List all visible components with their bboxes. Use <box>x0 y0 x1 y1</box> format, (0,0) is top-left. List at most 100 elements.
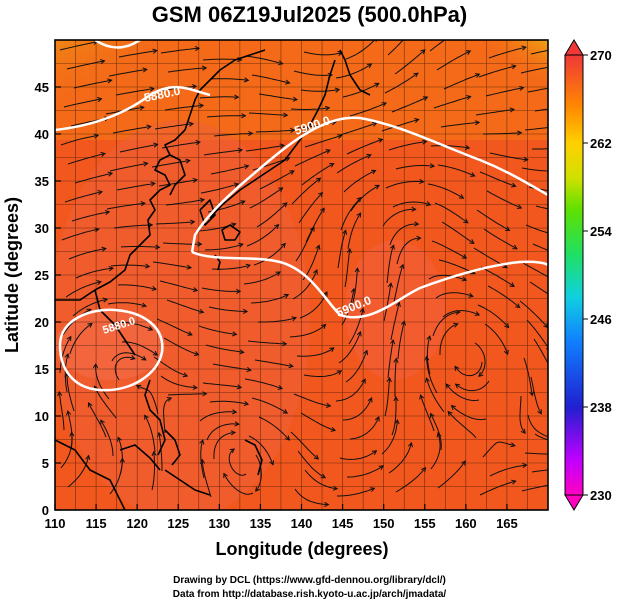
streamline <box>198 325 237 335</box>
streamline-arrowhead <box>386 376 392 383</box>
streamline <box>388 141 427 151</box>
streamline-arrowhead <box>288 363 294 369</box>
streamline <box>435 292 474 299</box>
colorbar-tick-label: 262 <box>590 136 612 151</box>
streamline <box>347 465 384 478</box>
streamline-arrowhead <box>278 187 284 193</box>
streamline-arrowhead <box>464 144 471 150</box>
streamline-arrowhead <box>515 303 521 309</box>
streamline <box>258 317 297 323</box>
y-tick-label: 0 <box>42 503 49 518</box>
streamline <box>65 281 102 298</box>
streamline <box>72 298 108 317</box>
streamline <box>69 323 93 355</box>
streamline-arrowhead <box>282 202 288 208</box>
streamline-arrowhead <box>144 263 151 269</box>
streamline-arrowhead <box>511 479 517 485</box>
streamline-arrowhead <box>504 323 510 329</box>
streamline <box>144 415 156 453</box>
streamline <box>210 165 249 175</box>
streamline <box>94 385 117 419</box>
streamline <box>425 377 445 413</box>
streamline <box>294 149 331 167</box>
streamline-arrowhead <box>329 162 335 168</box>
streamline <box>156 318 193 336</box>
streamline <box>100 419 114 457</box>
streamline-arrowhead <box>509 107 516 113</box>
streamline-arrowhead <box>246 367 252 373</box>
streamline <box>167 67 207 73</box>
streamline-arrowhead <box>468 292 474 298</box>
streamline <box>107 302 147 307</box>
streamline-arrowhead <box>511 64 517 70</box>
streamline-arrowhead <box>243 77 250 83</box>
streamline-arrowhead <box>551 436 555 440</box>
streamline-arrowhead <box>233 182 240 188</box>
streamline <box>525 224 548 234</box>
streamline <box>199 411 237 422</box>
streamline-arrowhead <box>187 331 193 336</box>
colorbar-tick-label: 246 <box>590 312 612 327</box>
streamline-arrowhead <box>235 288 242 295</box>
x-tick-label: 165 <box>496 516 518 531</box>
streamline <box>342 397 373 421</box>
streamline <box>387 40 404 56</box>
streamline <box>426 335 431 375</box>
streamline <box>67 455 90 488</box>
streamline <box>201 459 212 498</box>
streamline <box>151 160 190 168</box>
streamline-arrowhead <box>101 246 107 252</box>
streamline-arrowhead <box>559 452 563 456</box>
streamline-arrowhead <box>244 164 250 170</box>
streamline-arrowhead <box>93 133 100 139</box>
streamline-arrowhead <box>239 349 245 355</box>
streamline <box>246 224 279 247</box>
streamline <box>162 242 202 245</box>
streamline <box>63 98 102 108</box>
y-tick-label: 10 <box>35 409 49 424</box>
streamline-arrowhead <box>108 266 115 272</box>
coastlines <box>55 49 371 510</box>
streamline <box>203 149 243 156</box>
streamline <box>209 78 249 81</box>
x-tick-label: 155 <box>414 516 436 531</box>
streamline-arrowhead <box>450 404 457 410</box>
streamline <box>200 439 205 479</box>
streamline-arrowhead <box>425 201 432 207</box>
streamline <box>451 405 487 421</box>
streamline <box>530 376 542 415</box>
streamline-arrowhead <box>285 79 291 85</box>
streamline <box>428 274 467 281</box>
streamline-arrowhead <box>100 59 106 65</box>
streamline-arrowhead <box>378 465 385 471</box>
streamline <box>160 375 197 389</box>
streamline <box>303 51 343 56</box>
streamline-arrowhead <box>393 357 399 363</box>
streamline <box>394 49 426 75</box>
streamline <box>64 353 69 393</box>
streamline-arrowhead <box>269 460 275 466</box>
streamline <box>64 191 103 203</box>
streamline-arrowhead <box>516 204 523 209</box>
streamline-arrowhead <box>182 372 189 378</box>
height-contours <box>55 40 548 392</box>
streamline <box>350 184 380 212</box>
contour-5900-north <box>190 116 548 253</box>
y-tick-label: 20 <box>35 315 49 330</box>
streamline <box>202 382 242 388</box>
streamline <box>526 319 548 349</box>
streamline <box>531 469 548 473</box>
y-axis-title: Latitude (degrees) <box>2 197 22 353</box>
streamline <box>394 358 397 397</box>
streamline-arrowhead <box>282 408 289 414</box>
streamline <box>532 148 548 150</box>
y-tick-label: 25 <box>35 268 49 283</box>
streamline-arrowhead <box>395 301 401 308</box>
streamline-arrowhead <box>342 229 348 235</box>
streamline <box>228 448 247 476</box>
streamline-arrowhead <box>191 83 198 90</box>
streamline-arrowhead <box>313 269 318 275</box>
contour-5880-loop <box>58 308 164 392</box>
streamline-arrowhead <box>377 138 384 143</box>
streamline-arrowhead <box>424 355 430 361</box>
